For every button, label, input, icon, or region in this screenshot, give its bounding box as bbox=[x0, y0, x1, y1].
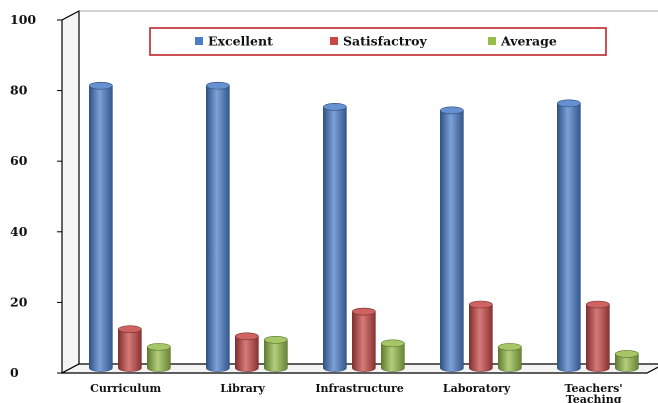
bar-average-2 bbox=[381, 339, 405, 372]
y-tick-label: 40 bbox=[10, 224, 28, 239]
bar-average-3 bbox=[498, 343, 522, 372]
bar-excellent-4 bbox=[557, 99, 581, 372]
legend-box bbox=[149, 27, 607, 56]
bar-excellent-3 bbox=[440, 106, 464, 372]
bar-satisfactroy-1 bbox=[235, 332, 259, 372]
x-tick-label: Teaching bbox=[566, 393, 622, 403]
legend-swatch bbox=[195, 37, 203, 45]
bars bbox=[89, 81, 639, 372]
y-tick-label: 80 bbox=[10, 83, 28, 98]
bar-satisfactroy-3 bbox=[469, 300, 493, 372]
bar-average-0 bbox=[147, 343, 171, 372]
x-tick-label: Curriculum bbox=[90, 382, 161, 395]
legend: Excellent Satisfactroy Average bbox=[149, 27, 607, 56]
legend-swatch bbox=[330, 37, 338, 45]
x-tick-label: Library bbox=[220, 382, 265, 395]
x-axis-labels: Curriculum Library Infrastructure Laborator… bbox=[90, 382, 623, 403]
bar-average-1 bbox=[264, 336, 288, 372]
bar-excellent-0 bbox=[89, 81, 113, 372]
y-tick-label: 20 bbox=[10, 294, 28, 309]
legend-label: Average bbox=[500, 34, 557, 49]
bar-satisfactroy-2 bbox=[352, 307, 376, 372]
y-axis-ticks: 0 20 40 60 80 100 bbox=[10, 12, 62, 380]
x-tick-label: Teachers' bbox=[565, 382, 623, 395]
legend-label: Excellent bbox=[208, 34, 273, 49]
bar-satisfactroy-0 bbox=[118, 325, 142, 372]
legend-swatch bbox=[488, 37, 496, 45]
side-wall bbox=[61, 10, 80, 374]
bar-average-4 bbox=[615, 350, 639, 372]
bar-excellent-2 bbox=[323, 103, 347, 372]
x-tick-label: Infrastructure bbox=[315, 382, 403, 395]
x-tick-label: Laboratory bbox=[443, 382, 511, 395]
bar-satisfactroy-4 bbox=[586, 300, 610, 372]
y-tick-label: 100 bbox=[10, 12, 36, 27]
bar-excellent-1 bbox=[206, 81, 230, 372]
y-tick-label: 60 bbox=[10, 153, 28, 168]
y-tick-label: 0 bbox=[10, 365, 19, 380]
legend-label: Satisfactroy bbox=[343, 34, 427, 49]
